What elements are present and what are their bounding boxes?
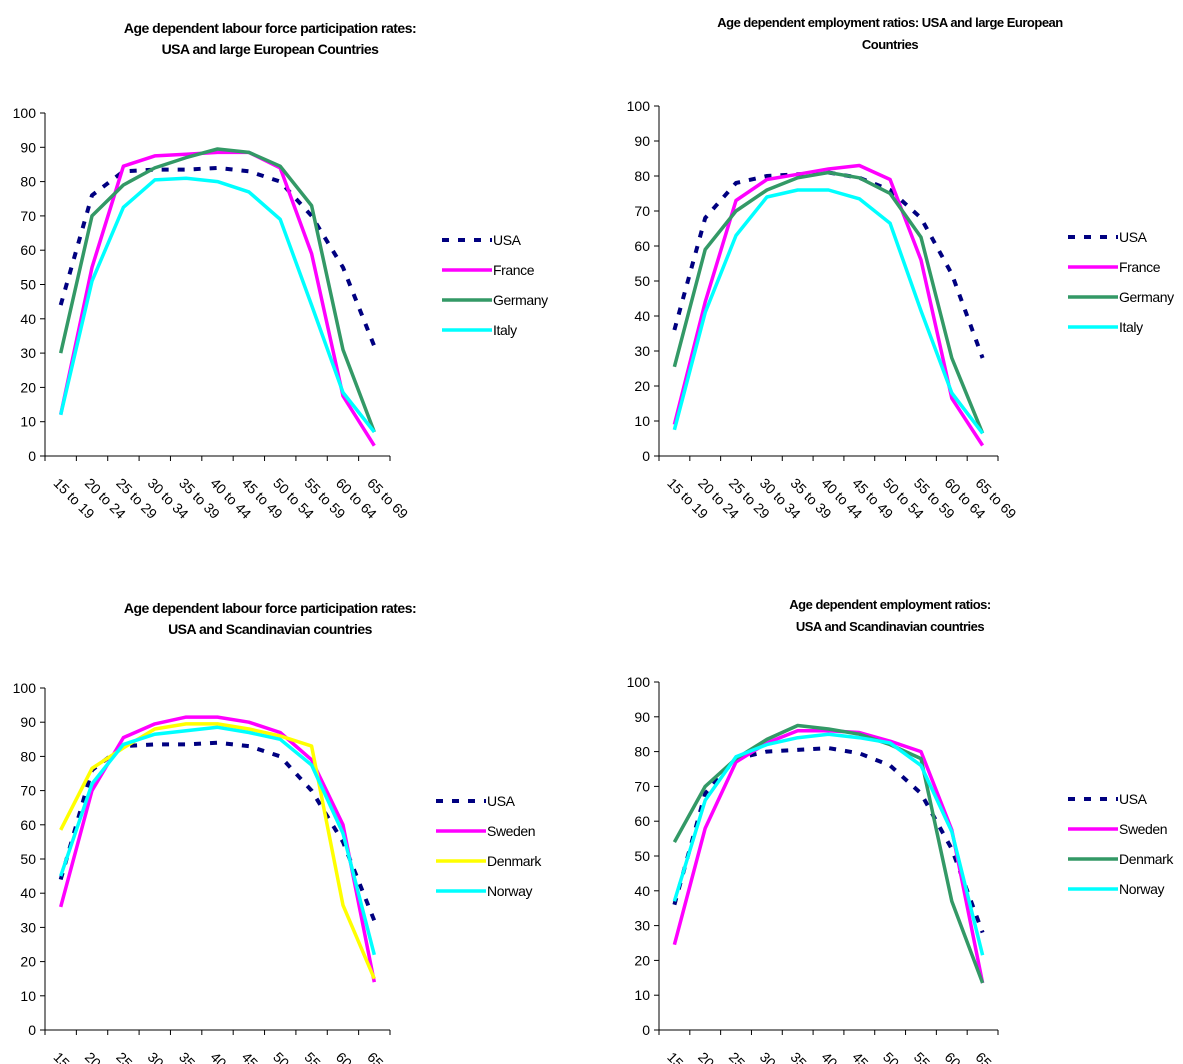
chart-title-line: Age dependent labour force participation… <box>123 20 417 36</box>
y-tick-label: 30 <box>20 919 36 935</box>
x-tick-label: 65 to 69 <box>972 1049 1019 1064</box>
legend-label: Germany <box>1119 289 1174 305</box>
y-tick-label: 10 <box>634 987 650 1003</box>
series-line-norway <box>59 725 376 956</box>
y-tick-label: 0 <box>28 448 36 464</box>
y-tick-label: 40 <box>20 885 36 901</box>
y-tick-label: 90 <box>20 139 36 155</box>
legend-label: Italy <box>1119 319 1143 335</box>
y-tick-label: 30 <box>20 345 36 361</box>
y-tick-label: 20 <box>634 378 650 394</box>
legend-label: Denmark <box>1119 851 1174 867</box>
y-tick-label: 30 <box>634 343 650 359</box>
y-tick-label: 20 <box>634 952 650 968</box>
legend-label: Germany <box>493 292 548 308</box>
y-tick-label: 10 <box>634 413 650 429</box>
chart-title-line: Age dependent employment ratios: USA and… <box>717 15 1063 30</box>
y-tick-label: 90 <box>634 709 650 725</box>
y-tick-label: 0 <box>642 1022 650 1038</box>
chart-title: Age dependent employment ratios: USA and… <box>620 12 1160 56</box>
y-tick-label: 70 <box>634 203 650 219</box>
series-line-germany <box>672 170 985 434</box>
y-tick-label: 0 <box>28 1022 36 1038</box>
y-tick-label: 20 <box>20 954 36 970</box>
y-tick-label: 80 <box>20 174 36 190</box>
y-tick-label: 40 <box>20 311 36 327</box>
y-tick-label: 80 <box>20 748 36 764</box>
chart-title: Age dependent labour force participation… <box>40 18 500 60</box>
chart-title-line: Age dependent labour force participation… <box>123 600 417 616</box>
chart-title: Age dependent employment ratios: USA and… <box>660 594 1120 638</box>
series-line-germany <box>58 147 376 433</box>
chart-title-line: Age dependent employment ratios: <box>789 597 991 612</box>
series-line-norway <box>672 732 985 956</box>
chart-title-line: Countries <box>861 37 919 52</box>
y-tick-label: 100 <box>627 674 651 690</box>
legend-label: USA <box>1119 229 1148 245</box>
y-tick-label: 100 <box>13 105 37 121</box>
y-tick-label: 100 <box>13 680 37 696</box>
y-tick-label: 50 <box>20 277 36 293</box>
legend-label: USA <box>1119 791 1148 807</box>
series-line-italy <box>58 176 376 434</box>
y-tick-label: 60 <box>20 242 36 258</box>
series-line-italy <box>672 188 984 435</box>
legend-label: USA <box>487 793 516 809</box>
legend-label: Norway <box>1119 881 1164 897</box>
y-tick-label: 80 <box>634 744 650 760</box>
chart-title-line: USA and Scandinavian countries <box>795 619 985 634</box>
y-tick-label: 60 <box>634 238 650 254</box>
y-tick-label: 0 <box>642 448 650 464</box>
legend-label: Italy <box>493 322 517 338</box>
series-line-france <box>672 163 985 447</box>
y-tick-label: 70 <box>20 208 36 224</box>
chart-title-line: USA and large European Countries <box>161 41 379 57</box>
y-tick-label: 50 <box>20 851 36 867</box>
legend-label: USA <box>493 232 522 248</box>
y-tick-label: 50 <box>634 848 650 864</box>
series-line-sweden <box>672 728 985 984</box>
legend-label: Denmark <box>487 853 542 869</box>
y-tick-label: 10 <box>20 414 36 430</box>
y-tick-label: 10 <box>20 988 36 1004</box>
y-tick-label: 90 <box>20 714 36 730</box>
chart-title: Age dependent labour force participation… <box>40 598 500 640</box>
y-tick-label: 100 <box>627 98 651 114</box>
legend-label: Norway <box>487 883 532 899</box>
series-line-denmark <box>672 723 985 984</box>
y-tick-label: 70 <box>20 783 36 799</box>
y-tick-label: 60 <box>20 817 36 833</box>
y-tick-label: 50 <box>634 273 650 289</box>
y-tick-label: 70 <box>634 778 650 794</box>
series-line-france <box>58 150 376 447</box>
y-tick-label: 60 <box>634 813 650 829</box>
x-tick-label: 65 to 69 <box>364 1049 411 1064</box>
y-tick-label: 40 <box>634 308 650 324</box>
legend-label: France <box>493 262 535 278</box>
y-tick-label: 90 <box>634 133 650 149</box>
y-tick-label: 20 <box>20 379 36 395</box>
chart-title-line: USA and Scandinavian countries <box>168 621 372 637</box>
legend-label: Sweden <box>1119 821 1167 837</box>
legend-label: France <box>1119 259 1161 275</box>
y-tick-label: 40 <box>634 883 650 899</box>
legend-label: Sweden <box>487 823 535 839</box>
y-tick-label: 30 <box>634 918 650 934</box>
y-tick-label: 80 <box>634 168 650 184</box>
